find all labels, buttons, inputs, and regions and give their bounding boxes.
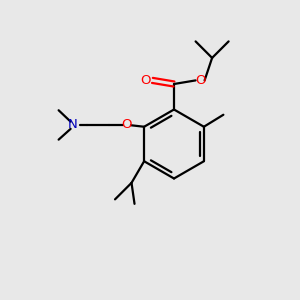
Text: O: O: [122, 118, 132, 131]
Text: O: O: [141, 74, 151, 87]
Text: N: N: [68, 118, 78, 131]
Text: O: O: [196, 74, 206, 87]
